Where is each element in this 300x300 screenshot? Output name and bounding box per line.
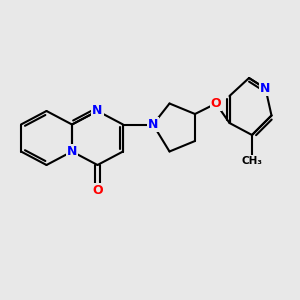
Text: N: N [260,82,271,95]
Text: N: N [92,104,103,118]
Text: CH₃: CH₃ [242,155,262,166]
Text: N: N [67,145,77,158]
Text: N: N [148,118,158,131]
Text: O: O [211,97,221,110]
Text: O: O [92,184,103,197]
